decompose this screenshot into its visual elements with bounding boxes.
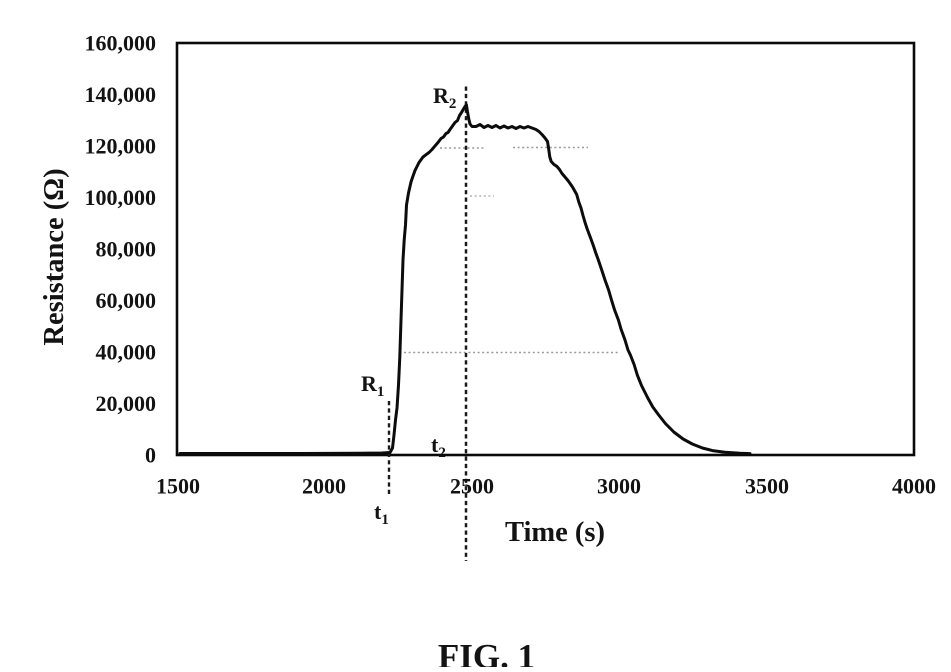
svg-text:Resistance (Ω): Resistance (Ω) [39, 168, 70, 345]
svg-text:120,000: 120,000 [85, 133, 157, 158]
svg-text:FIG. 1: FIG. 1 [438, 637, 535, 667]
svg-text:40,000: 40,000 [96, 339, 157, 364]
svg-text:20,000: 20,000 [96, 391, 157, 416]
svg-text:1500: 1500 [156, 473, 200, 498]
svg-text:3000: 3000 [597, 473, 641, 498]
svg-text:160,000: 160,000 [85, 30, 157, 55]
svg-text:3500: 3500 [745, 473, 789, 498]
svg-text:100,000: 100,000 [85, 185, 157, 210]
svg-text:2500: 2500 [450, 473, 494, 498]
svg-text:2000: 2000 [302, 473, 346, 498]
svg-text:140,000: 140,000 [85, 82, 157, 107]
svg-text:80,000: 80,000 [96, 236, 157, 261]
svg-text:Time (s): Time (s) [505, 517, 605, 548]
svg-text:4000: 4000 [892, 473, 936, 498]
svg-text:0: 0 [145, 442, 156, 467]
svg-text:60,000: 60,000 [96, 288, 157, 313]
